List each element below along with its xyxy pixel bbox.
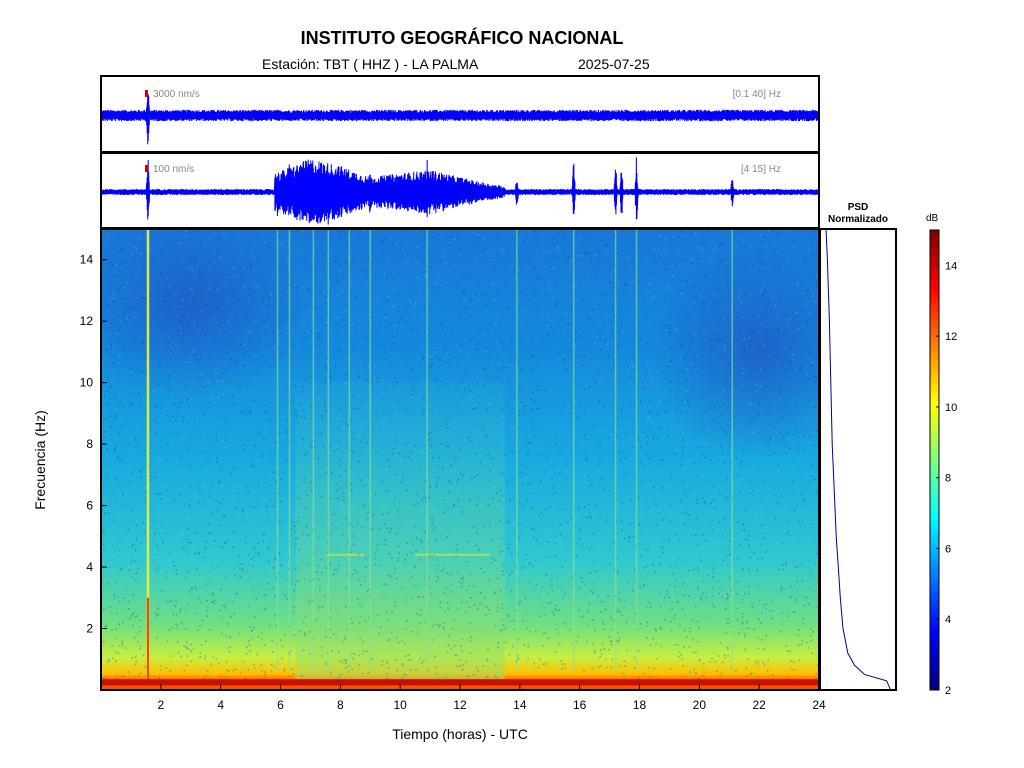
scale-label-broadband: 3000 nm/s <box>153 89 200 100</box>
x-tick-label: 6 <box>277 698 284 712</box>
colorbar <box>929 229 940 691</box>
colorbar-tick-label: 14 <box>945 260 957 272</box>
x-tick-label: 24 <box>812 698 826 712</box>
x-tick-label: 18 <box>633 698 647 712</box>
colorbar-tick-label: 6 <box>945 543 951 555</box>
seismogram-trace-filtered <box>100 157 820 225</box>
spectrogram-tremor-zone <box>295 382 505 690</box>
spectrogram-quiet-zone-late <box>649 241 819 462</box>
x-tick-label: 22 <box>752 698 766 712</box>
y-tick-label: 4 <box>86 560 93 574</box>
colorbar-tick-label: 2 <box>945 685 951 697</box>
scale-marker-broadband <box>145 90 148 97</box>
figure-title: INSTITUTO GEOGRÁFICO NACIONAL <box>300 28 624 48</box>
x-tick-label: 8 <box>337 698 344 712</box>
y-tick-label: 2 <box>86 622 93 636</box>
colorbar-tick-label: 4 <box>945 614 951 626</box>
x-tick-label: 10 <box>393 698 407 712</box>
seismogram-trace-broadband <box>100 93 820 145</box>
y-tick-label: 14 <box>80 253 94 267</box>
scale-label-filtered: 100 nm/s <box>153 164 194 175</box>
colorbar-tick-label: 10 <box>945 402 957 414</box>
date-label: 2025-07-25 <box>578 56 650 72</box>
x-tick-label: 12 <box>453 698 467 712</box>
y-tick-label: 10 <box>80 376 94 390</box>
station-label: Estación: TBT ( HHZ ) - LA PALMA <box>262 56 479 72</box>
x-tick-label: 14 <box>513 698 527 712</box>
colorbar-unit: dB <box>926 213 939 224</box>
colorbar-tick-label: 12 <box>945 331 957 343</box>
scale-marker-filtered <box>145 165 148 172</box>
colorbar-tick-label: 8 <box>945 473 951 485</box>
psd-title: PSD Normalizado <box>827 202 888 225</box>
psd-frame <box>819 228 897 691</box>
x-tick-label: 20 <box>693 698 707 712</box>
x-tick-label: 2 <box>157 698 164 712</box>
filter-label-broadband: [0.1 40] Hz <box>733 89 781 100</box>
filter-label-filtered: [4 15] Hz <box>741 164 781 175</box>
y-tick-label: 12 <box>80 314 94 328</box>
y-tick-label: 8 <box>86 437 93 451</box>
spectrogram-quiet-zone-early <box>101 229 311 401</box>
x-tick-label: 4 <box>217 698 224 712</box>
y-tick-label: 6 <box>86 499 93 513</box>
x-tick-label: 16 <box>573 698 587 712</box>
psd-curve <box>825 228 892 691</box>
spectrogram-layer <box>101 229 819 690</box>
x-axis-label: Tiempo (horas) - UTC <box>392 726 528 742</box>
